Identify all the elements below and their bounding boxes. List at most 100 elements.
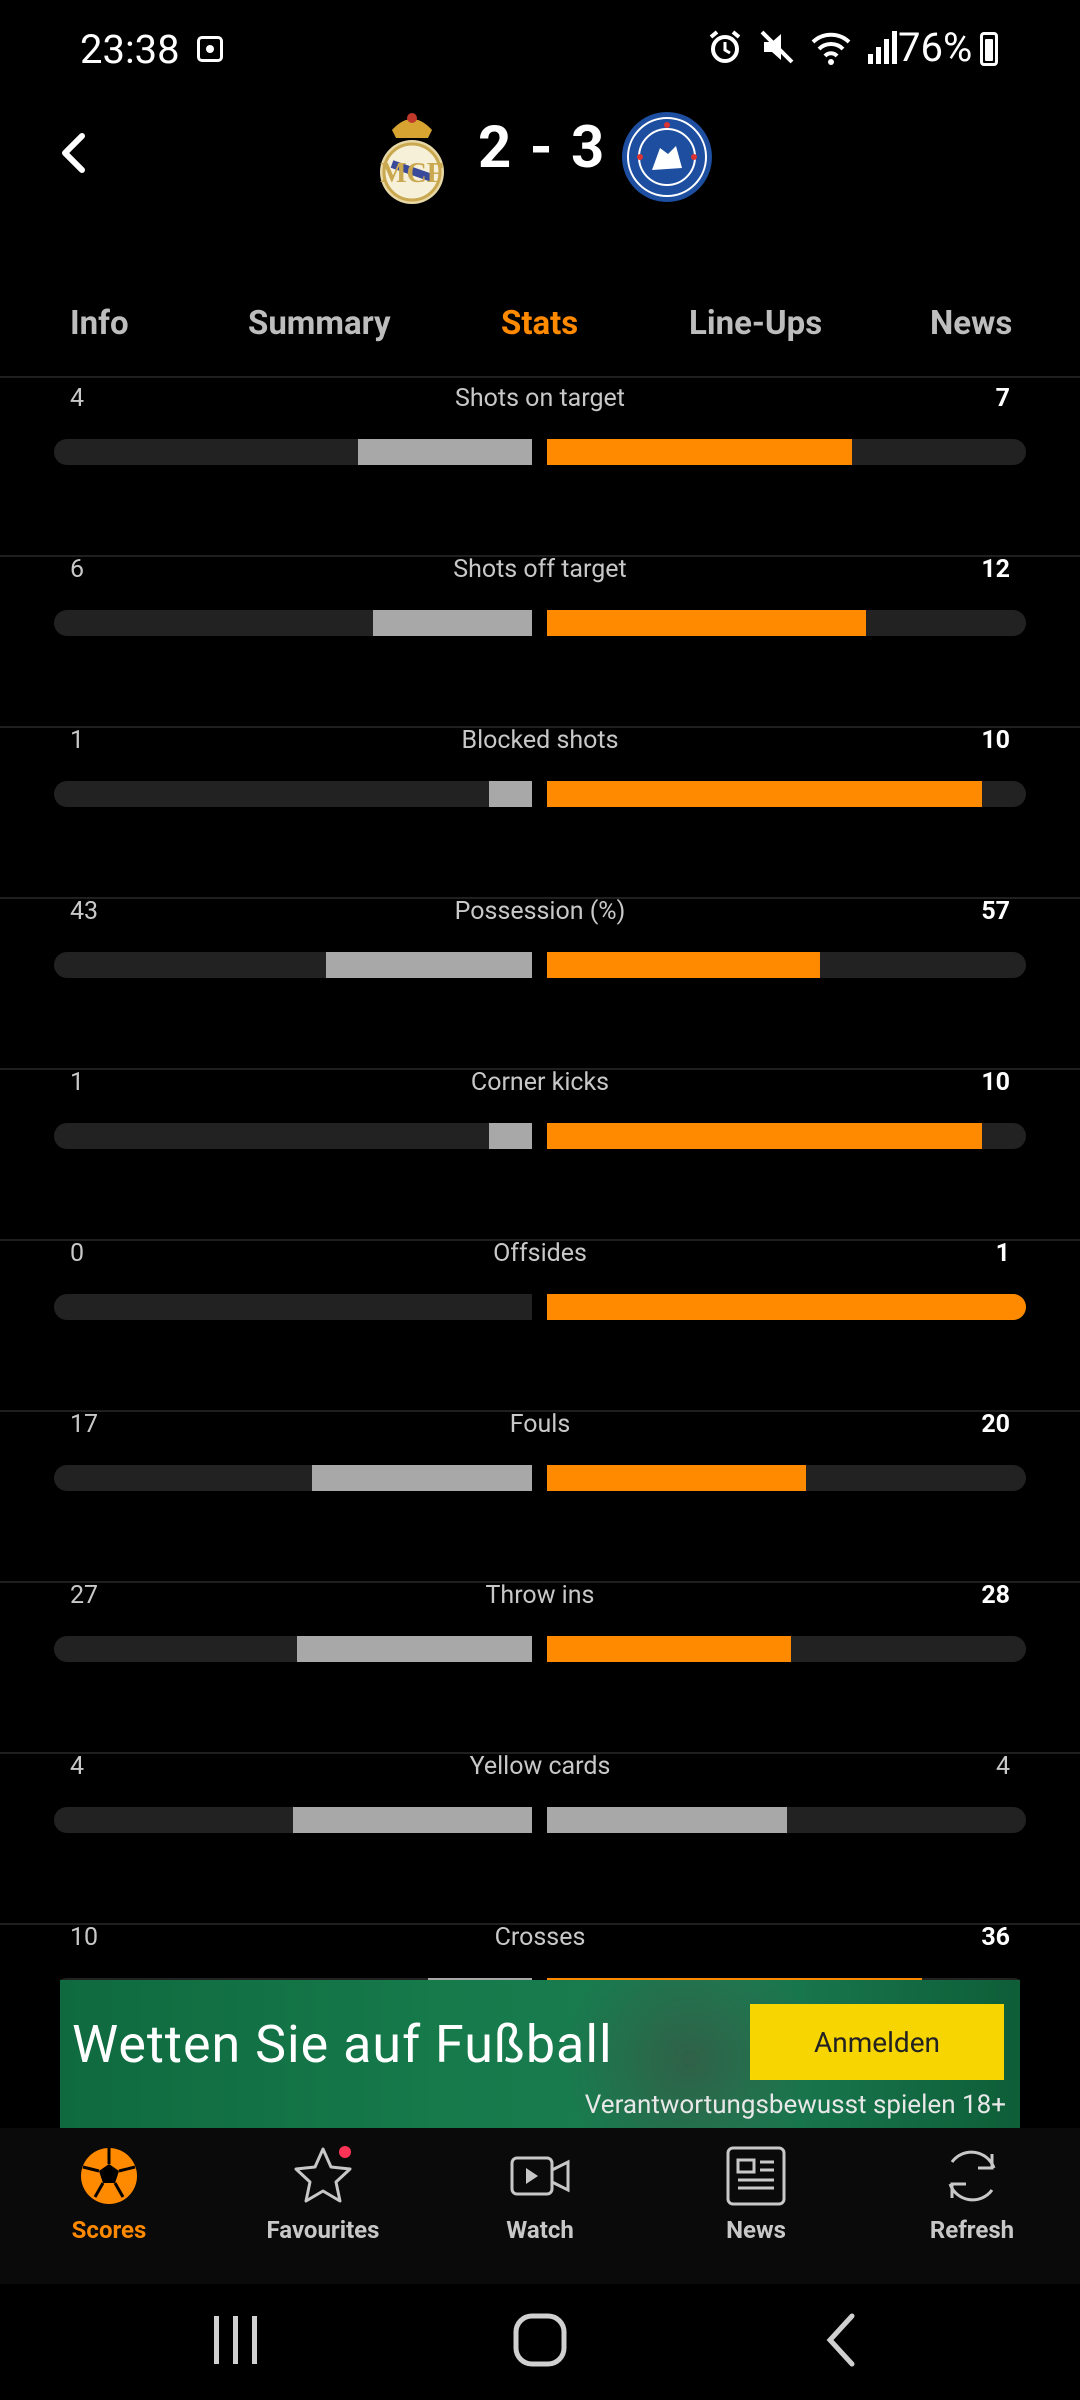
stat-away-value: 10 xyxy=(981,1068,1010,1097)
stat-label: Corner kicks xyxy=(470,1068,610,1097)
refresh-icon xyxy=(948,2150,996,2202)
stat-row-throw-ins: 27 Throw ins 28 xyxy=(0,1581,1080,1754)
away-bar-fill xyxy=(547,1636,791,1662)
away-team-crest[interactable] xyxy=(620,110,714,204)
away-bar-track xyxy=(547,781,1026,807)
match-tabs: Info Summary Stats Line-Ups News xyxy=(0,282,1080,378)
stat-home-value: 10 xyxy=(70,1923,99,1952)
away-bar-track xyxy=(547,439,1026,465)
nav-news[interactable]: News xyxy=(676,2144,836,2244)
away-bar-fill xyxy=(547,439,852,465)
home-bar-fill xyxy=(297,1636,532,1662)
stat-row-offsides: 0 Offsides 1 xyxy=(0,1239,1080,1412)
alarm-icon xyxy=(709,30,741,63)
away-bar-fill xyxy=(547,1294,1026,1320)
battery-icon xyxy=(980,32,998,66)
video-icon xyxy=(510,2156,570,2196)
home-bar-track xyxy=(54,952,532,978)
home-bar-track xyxy=(54,1636,532,1662)
ad-headline: Wetten Sie auf Fußball xyxy=(72,2014,613,2075)
home-bar-track xyxy=(54,1978,532,1980)
home-bar-track xyxy=(54,1807,532,1833)
tab-info[interactable]: Info xyxy=(70,304,129,343)
home-bar-track xyxy=(54,1294,532,1320)
nav-label: News xyxy=(726,2216,786,2244)
nav-watch[interactable]: Watch xyxy=(460,2144,620,2244)
stat-home-value: 4 xyxy=(70,384,85,413)
betting-ad-banner[interactable]: Wetten Sie auf Fußball Anmelden Verantwo… xyxy=(60,1980,1020,2128)
stat-away-value: 36 xyxy=(981,1923,1010,1952)
home-team-crest[interactable]: MCF xyxy=(370,108,454,208)
home-bar-fill xyxy=(372,610,532,636)
home-bar-track xyxy=(54,781,532,807)
ad-signup-button[interactable]: Anmelden xyxy=(750,2004,1004,2080)
soccer-ball-icon xyxy=(81,2148,137,2204)
stat-home-value: 0 xyxy=(70,1239,85,1268)
stat-row-shots-off-target: 6 Shots off target 12 xyxy=(0,555,1080,728)
nav-refresh[interactable]: Refresh xyxy=(892,2144,1052,2244)
stat-row-possession: 43 Possession (%) 57 xyxy=(0,897,1080,1070)
home-bar-track xyxy=(54,610,532,636)
bottom-navigation: Scores Favourites Watch News Refresh xyxy=(0,2128,1080,2284)
mute-icon xyxy=(760,30,794,64)
stat-away-value: 7 xyxy=(995,384,1010,413)
stat-row-shots-on-target: 4 Shots on target 7 xyxy=(0,384,1080,557)
system-back-button[interactable] xyxy=(818,2310,866,2370)
away-bar-track xyxy=(547,1807,1026,1833)
tab-summary[interactable]: Summary xyxy=(248,304,391,343)
away-bar-track xyxy=(547,1294,1026,1320)
stat-home-value: 1 xyxy=(70,726,85,755)
away-bar-track xyxy=(547,1978,1026,1980)
away-bar-track xyxy=(547,1465,1026,1491)
real-madrid-crest-icon: MCF xyxy=(380,113,444,204)
recent-apps-button[interactable] xyxy=(206,2312,266,2368)
nav-label: Scores xyxy=(71,2216,147,2244)
nav-favourites[interactable]: Favourites xyxy=(243,2144,403,2244)
stat-away-value: 4 xyxy=(995,1752,1010,1781)
status-time: 23:38 xyxy=(80,26,180,73)
nav-label: Favourites xyxy=(266,2216,380,2244)
away-bar-fill xyxy=(547,1123,983,1149)
tab-line-ups[interactable]: Line-Ups xyxy=(689,304,823,343)
back-button[interactable] xyxy=(50,128,100,178)
stat-label: Shots off target xyxy=(453,555,627,584)
nav-label: Refresh xyxy=(929,2216,1015,2244)
star-icon xyxy=(294,2146,352,2203)
home-bar-fill xyxy=(428,1978,532,1980)
wifi-icon xyxy=(811,32,851,65)
stat-label: Possession (%) xyxy=(454,897,626,926)
stat-home-value: 43 xyxy=(70,897,99,926)
newspaper-icon xyxy=(726,2146,786,2206)
stat-home-value: 4 xyxy=(70,1752,85,1781)
home-bar-fill xyxy=(488,1123,532,1149)
away-bar-fill xyxy=(547,1465,806,1491)
stat-home-value: 6 xyxy=(70,555,85,584)
stat-away-value: 57 xyxy=(981,897,1010,926)
stats-list[interactable]: 4 Shots on target 7 6 Shots off target 1… xyxy=(0,378,1080,1980)
stat-row-crosses: 10 Crosses 36 xyxy=(0,1923,1080,1980)
stat-label: Blocked shots xyxy=(461,726,619,755)
battery-percentage: 76% xyxy=(898,24,973,71)
nav-scores[interactable]: Scores xyxy=(29,2144,189,2244)
chevron-left-icon xyxy=(62,133,85,173)
stat-label: Offsides xyxy=(493,1239,587,1268)
tab-news[interactable]: News xyxy=(930,304,1013,343)
stat-row-corner-kicks: 1 Corner kicks 10 xyxy=(0,1068,1080,1241)
stat-label: Yellow cards xyxy=(469,1752,611,1781)
signal-icon xyxy=(868,31,897,64)
home-button[interactable] xyxy=(510,2310,570,2370)
away-bar-track xyxy=(547,1636,1026,1662)
status-bar: 23:38 76% xyxy=(0,0,1080,100)
home-bar-fill xyxy=(293,1807,532,1833)
away-bar-fill xyxy=(547,610,867,636)
screen-record-icon xyxy=(197,36,223,62)
home-bar-fill xyxy=(358,439,532,465)
home-bar-fill xyxy=(488,781,532,807)
stat-away-value: 28 xyxy=(981,1581,1010,1610)
stat-away-value: 1 xyxy=(995,1239,1010,1268)
chelsea-crest-icon xyxy=(622,112,712,202)
away-bar-fill xyxy=(547,1978,922,1980)
system-navigation-bar xyxy=(0,2284,1080,2400)
tab-stats[interactable]: Stats xyxy=(501,304,579,343)
home-bar-fill xyxy=(312,1465,532,1491)
